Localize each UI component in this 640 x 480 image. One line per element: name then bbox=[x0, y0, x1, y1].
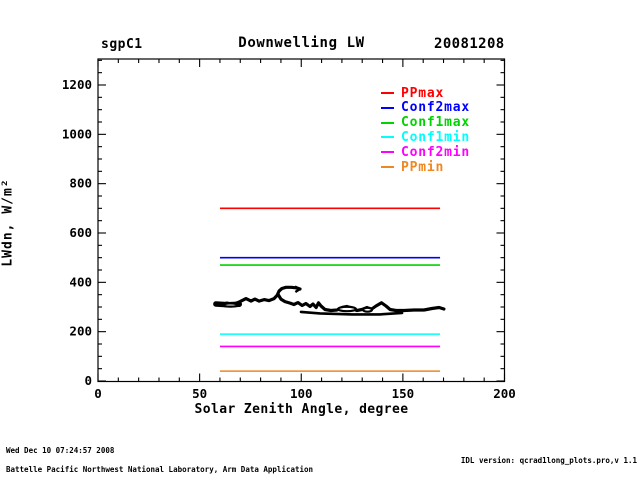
legend-item-label: Conf2min bbox=[401, 144, 471, 160]
legend-item-ppmax: PPmax bbox=[381, 87, 444, 100]
y-tick-label: 1200 bbox=[62, 77, 92, 92]
y-axis-title: LWdn, W/m² bbox=[0, 178, 16, 267]
legend-item-conf2min: Conf2min bbox=[381, 146, 470, 159]
conf1max-dash-icon bbox=[381, 121, 394, 124]
legend-item-conf2max: Conf2max bbox=[381, 101, 470, 114]
legend-item-label: Conf1max bbox=[401, 115, 471, 131]
observed-data-loop bbox=[336, 305, 358, 313]
conf1min-dash-icon bbox=[381, 136, 394, 139]
legend-item-label: PPmin bbox=[401, 159, 445, 175]
y-tick-label: 1000 bbox=[62, 126, 92, 141]
observed-data-loop bbox=[361, 306, 374, 313]
conf2min-dash-icon bbox=[381, 151, 394, 154]
date-label: 20081208 bbox=[434, 36, 505, 52]
legend-item-label: Conf2max bbox=[401, 100, 471, 116]
site-label: sgpC1 bbox=[101, 37, 143, 52]
page-title: Downwelling LW bbox=[238, 35, 365, 51]
version-info-block: IDL version: qcrad1long_plots.pro,v 1.1 … bbox=[402, 441, 637, 480]
ppmax-dash-icon bbox=[381, 92, 394, 94]
idl-version-text: IDL version: qcrad1long_plots.pro,v 1.1 bbox=[460, 456, 637, 466]
observed-data-trace bbox=[299, 310, 404, 316]
x-tick-label: 50 bbox=[192, 386, 207, 401]
y-tick-label: 800 bbox=[69, 176, 92, 191]
x-tick-label: 100 bbox=[290, 386, 313, 401]
legend-item-conf1max: Conf1max bbox=[381, 116, 470, 129]
legend-item-label: PPmax bbox=[401, 85, 445, 101]
x-tick-label: 200 bbox=[493, 386, 516, 401]
y-tick-label: 600 bbox=[69, 225, 92, 240]
y-tick-label: 200 bbox=[69, 324, 92, 339]
observed-data-trace bbox=[276, 292, 446, 313]
y-tick-label: 0 bbox=[84, 373, 92, 388]
x-tick-label: 0 bbox=[94, 386, 102, 401]
legend-item-conf1min: Conf1min bbox=[381, 131, 470, 144]
timestamp-text: Wed Dec 10 07:24:57 2008 bbox=[6, 446, 115, 455]
legend-item-label: Conf1min bbox=[401, 129, 471, 145]
x-axis-title: Solar Zenith Angle, degree bbox=[194, 402, 409, 417]
observed-data-loop bbox=[221, 302, 240, 308]
legend-item-ppmin: PPmin bbox=[381, 161, 444, 174]
conf2max-dash-icon bbox=[381, 106, 394, 109]
ppmin-dash-icon bbox=[381, 166, 394, 168]
observed-trace-arrowhead bbox=[294, 287, 301, 293]
organization-text: Battelle Pacific Northwest National Labo… bbox=[6, 465, 314, 474]
y-tick-label: 400 bbox=[69, 274, 92, 289]
x-tick-label: 150 bbox=[392, 386, 415, 401]
